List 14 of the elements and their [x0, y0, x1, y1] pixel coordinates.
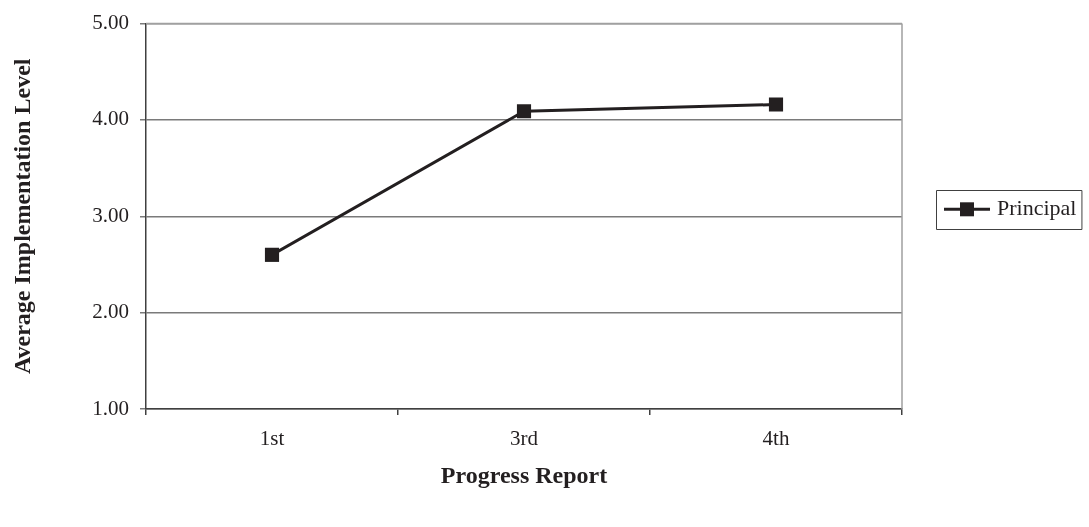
y-tick-label: 1.00 — [92, 395, 129, 420]
point — [264, 247, 280, 262]
point — [768, 97, 784, 112]
x-tick-label: 1st — [259, 426, 285, 451]
x-tick-label: 4th — [762, 426, 790, 451]
y-tick-label: 2.00 — [92, 299, 129, 324]
x-tick-label: 3rd — [510, 426, 539, 451]
legend-label: Principal — [997, 195, 1077, 221]
x-axis-title: Progress Report — [440, 461, 608, 488]
y-tick-label: 4.00 — [92, 106, 129, 131]
y-tick-label: 3.00 — [92, 202, 129, 227]
y-tick-label: 5.00 — [92, 10, 129, 35]
y-axis-title: Average Implementation Level — [8, 58, 35, 375]
point — [516, 104, 532, 119]
